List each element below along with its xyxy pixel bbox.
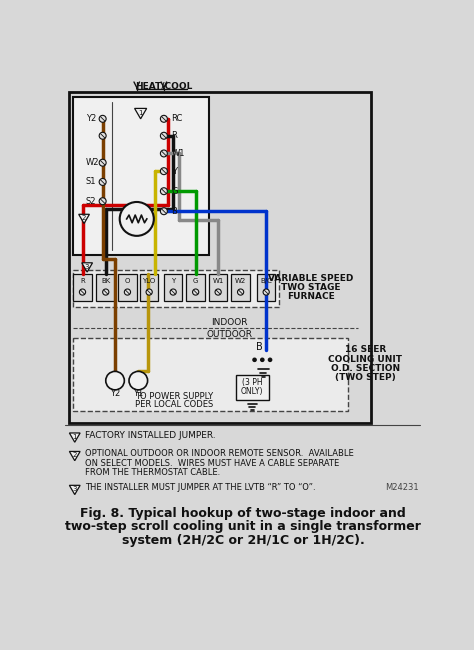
Circle shape <box>99 115 106 122</box>
Bar <box>73 270 279 307</box>
Text: Y1: Y1 <box>133 389 144 398</box>
Text: 3: 3 <box>85 264 90 270</box>
Bar <box>257 274 275 300</box>
Text: 2: 2 <box>82 215 86 221</box>
Text: INDOOR: INDOOR <box>211 318 248 326</box>
Text: B: B <box>172 207 177 216</box>
Text: M24231: M24231 <box>385 483 419 492</box>
Bar <box>73 98 209 255</box>
Circle shape <box>124 289 130 295</box>
Text: 1: 1 <box>138 110 143 116</box>
Bar <box>209 274 228 300</box>
Circle shape <box>215 289 221 295</box>
Text: S1: S1 <box>86 177 96 187</box>
Circle shape <box>160 188 167 194</box>
Circle shape <box>170 289 176 295</box>
Text: two-step scroll cooling unit in a single transformer: two-step scroll cooling unit in a single… <box>65 521 421 534</box>
Circle shape <box>99 198 106 205</box>
Text: ON SELECT MODELS.  WIRES MUST HAVE A CABLE SEPARATE: ON SELECT MODELS. WIRES MUST HAVE A CABL… <box>85 458 339 467</box>
Text: O.D. SECTION: O.D. SECTION <box>331 364 400 373</box>
Bar <box>118 274 137 300</box>
Text: COOLING UNIT: COOLING UNIT <box>328 354 402 363</box>
Text: FROM THE THERMOSTAT CABLE.: FROM THE THERMOSTAT CABLE. <box>85 468 220 476</box>
Bar <box>164 274 182 300</box>
Text: (3 PH: (3 PH <box>242 378 263 387</box>
Bar <box>73 274 92 300</box>
Text: OPTIONAL OUTDOOR OR INDOOR REMOTE SENSOR.  AVAILABLE: OPTIONAL OUTDOOR OR INDOOR REMOTE SENSOR… <box>85 449 354 458</box>
Circle shape <box>263 289 269 295</box>
Text: FACTORY INSTALLED JUMPER.: FACTORY INSTALLED JUMPER. <box>85 431 216 440</box>
Bar <box>96 274 115 300</box>
Circle shape <box>192 289 199 295</box>
Bar <box>186 274 205 300</box>
Text: THE INSTALLER MUST JUMPER AT THE LVTB “R” TO “O”.: THE INSTALLER MUST JUMPER AT THE LVTB “R… <box>85 483 316 492</box>
Text: 3: 3 <box>73 486 77 492</box>
Text: (TWO STEP): (TWO STEP) <box>335 373 396 382</box>
Circle shape <box>106 371 124 390</box>
Circle shape <box>99 179 106 185</box>
Circle shape <box>160 115 167 122</box>
Text: B/C: B/C <box>260 278 272 284</box>
Circle shape <box>99 159 106 166</box>
Circle shape <box>120 202 154 236</box>
Text: G: G <box>193 278 198 284</box>
Text: TWO STAGE: TWO STAGE <box>282 283 341 292</box>
Text: 2: 2 <box>73 452 77 458</box>
Text: Y2: Y2 <box>110 389 120 398</box>
Text: Fig. 8. Typical hookup of two-stage indoor and: Fig. 8. Typical hookup of two-stage indo… <box>80 506 406 519</box>
Text: PER LOCAL CODES: PER LOCAL CODES <box>135 400 213 409</box>
Circle shape <box>160 168 167 175</box>
Circle shape <box>160 208 167 214</box>
Text: W1: W1 <box>212 278 224 284</box>
Bar <box>231 274 250 300</box>
Text: VARIABLE SPEED: VARIABLE SPEED <box>268 274 354 283</box>
Text: R: R <box>172 131 177 140</box>
Text: OUTDOOR: OUTDOOR <box>207 330 253 339</box>
Circle shape <box>80 289 86 295</box>
Bar <box>140 274 158 300</box>
Text: Y: Y <box>172 166 177 176</box>
Circle shape <box>260 358 264 362</box>
Circle shape <box>146 289 152 295</box>
Text: W1: W1 <box>172 149 185 158</box>
Circle shape <box>160 150 167 157</box>
Text: Y: Y <box>171 278 175 284</box>
Circle shape <box>268 358 273 362</box>
Circle shape <box>252 358 257 362</box>
Text: RC: RC <box>172 114 183 124</box>
Text: W2: W2 <box>86 158 99 167</box>
Text: O: O <box>125 278 130 284</box>
Text: BK: BK <box>101 278 110 284</box>
Circle shape <box>129 371 147 390</box>
Text: system (2H/2C or 2H/1C or 1H/2C).: system (2H/2C or 2H/1C or 1H/2C). <box>121 534 365 547</box>
Text: HEAT/COOL: HEAT/COOL <box>135 81 192 90</box>
Text: 1: 1 <box>73 434 77 440</box>
Bar <box>73 338 348 411</box>
Circle shape <box>160 133 167 139</box>
Text: 16 SEER: 16 SEER <box>345 345 386 354</box>
Circle shape <box>99 133 106 139</box>
Circle shape <box>103 289 109 295</box>
Text: W2: W2 <box>235 278 246 284</box>
Text: TO POWER SUPPLY: TO POWER SUPPLY <box>135 391 213 400</box>
Text: FURNACE: FURNACE <box>287 292 335 301</box>
Text: R: R <box>80 278 85 284</box>
Bar <box>236 375 268 400</box>
Bar <box>69 92 371 423</box>
Text: G: G <box>172 187 178 196</box>
Circle shape <box>237 289 244 295</box>
Text: YLO: YLO <box>143 278 156 284</box>
Text: B: B <box>256 343 263 352</box>
Text: S2: S2 <box>86 197 96 205</box>
Text: ONLY): ONLY) <box>241 387 264 396</box>
Text: Y2: Y2 <box>86 114 96 124</box>
